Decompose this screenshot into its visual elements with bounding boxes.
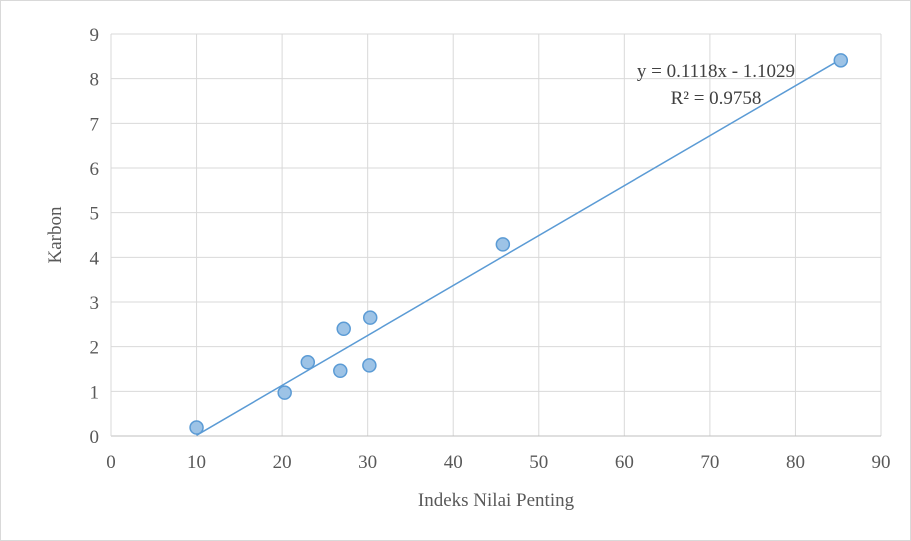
data-point [189,420,204,435]
data-point [362,358,377,373]
data-point [495,237,511,252]
y-tick-label: 0 [90,427,100,448]
trendline [196,58,842,436]
data-point [277,385,292,400]
y-tick-label: 9 [90,25,100,46]
y-tick-label: 2 [90,338,100,359]
data-point [362,310,378,325]
trendline-layer [196,58,842,436]
data-point [300,355,316,370]
x-tick-label: 10 [187,452,206,473]
data-points [189,53,849,435]
y-axis-title: Karbon [45,206,66,263]
y-tick-label: 4 [90,248,100,269]
x-tick-label: 40 [444,452,463,473]
y-tick-label: 8 [90,70,100,91]
x-tick-label: 50 [529,452,548,473]
y-tick-label: 1 [90,382,100,403]
x-tick-label: 80 [786,452,805,473]
trendline-equation: y = 0.1118x - 1.1029 [637,61,795,82]
data-point [336,321,351,337]
data-point [333,363,348,379]
x-tick-label: 20 [273,452,292,473]
data-point [833,53,849,68]
trendline-r-squared: R² = 0.9758 [671,88,762,109]
x-tick-label: 60 [615,452,634,473]
x-tick-label: 70 [700,452,719,473]
x-tick-label: 30 [358,452,377,473]
x-axis-title: Indeks Nilai Penting [418,490,575,511]
y-tick-label: 6 [90,159,100,180]
tick-labels: 0 10 20 30 40 50 60 70 80 90 0 1 2 3 4 5 6 7 8 9 [90,25,891,473]
y-tick-label: 5 [90,204,100,225]
axes [110,34,881,437]
x-tick-label: 0 [106,452,116,473]
gridlines [111,33,882,436]
y-tick-label: 3 [90,293,100,314]
y-tick-label: 7 [90,114,100,135]
x-tick-label: 90 [872,452,891,473]
